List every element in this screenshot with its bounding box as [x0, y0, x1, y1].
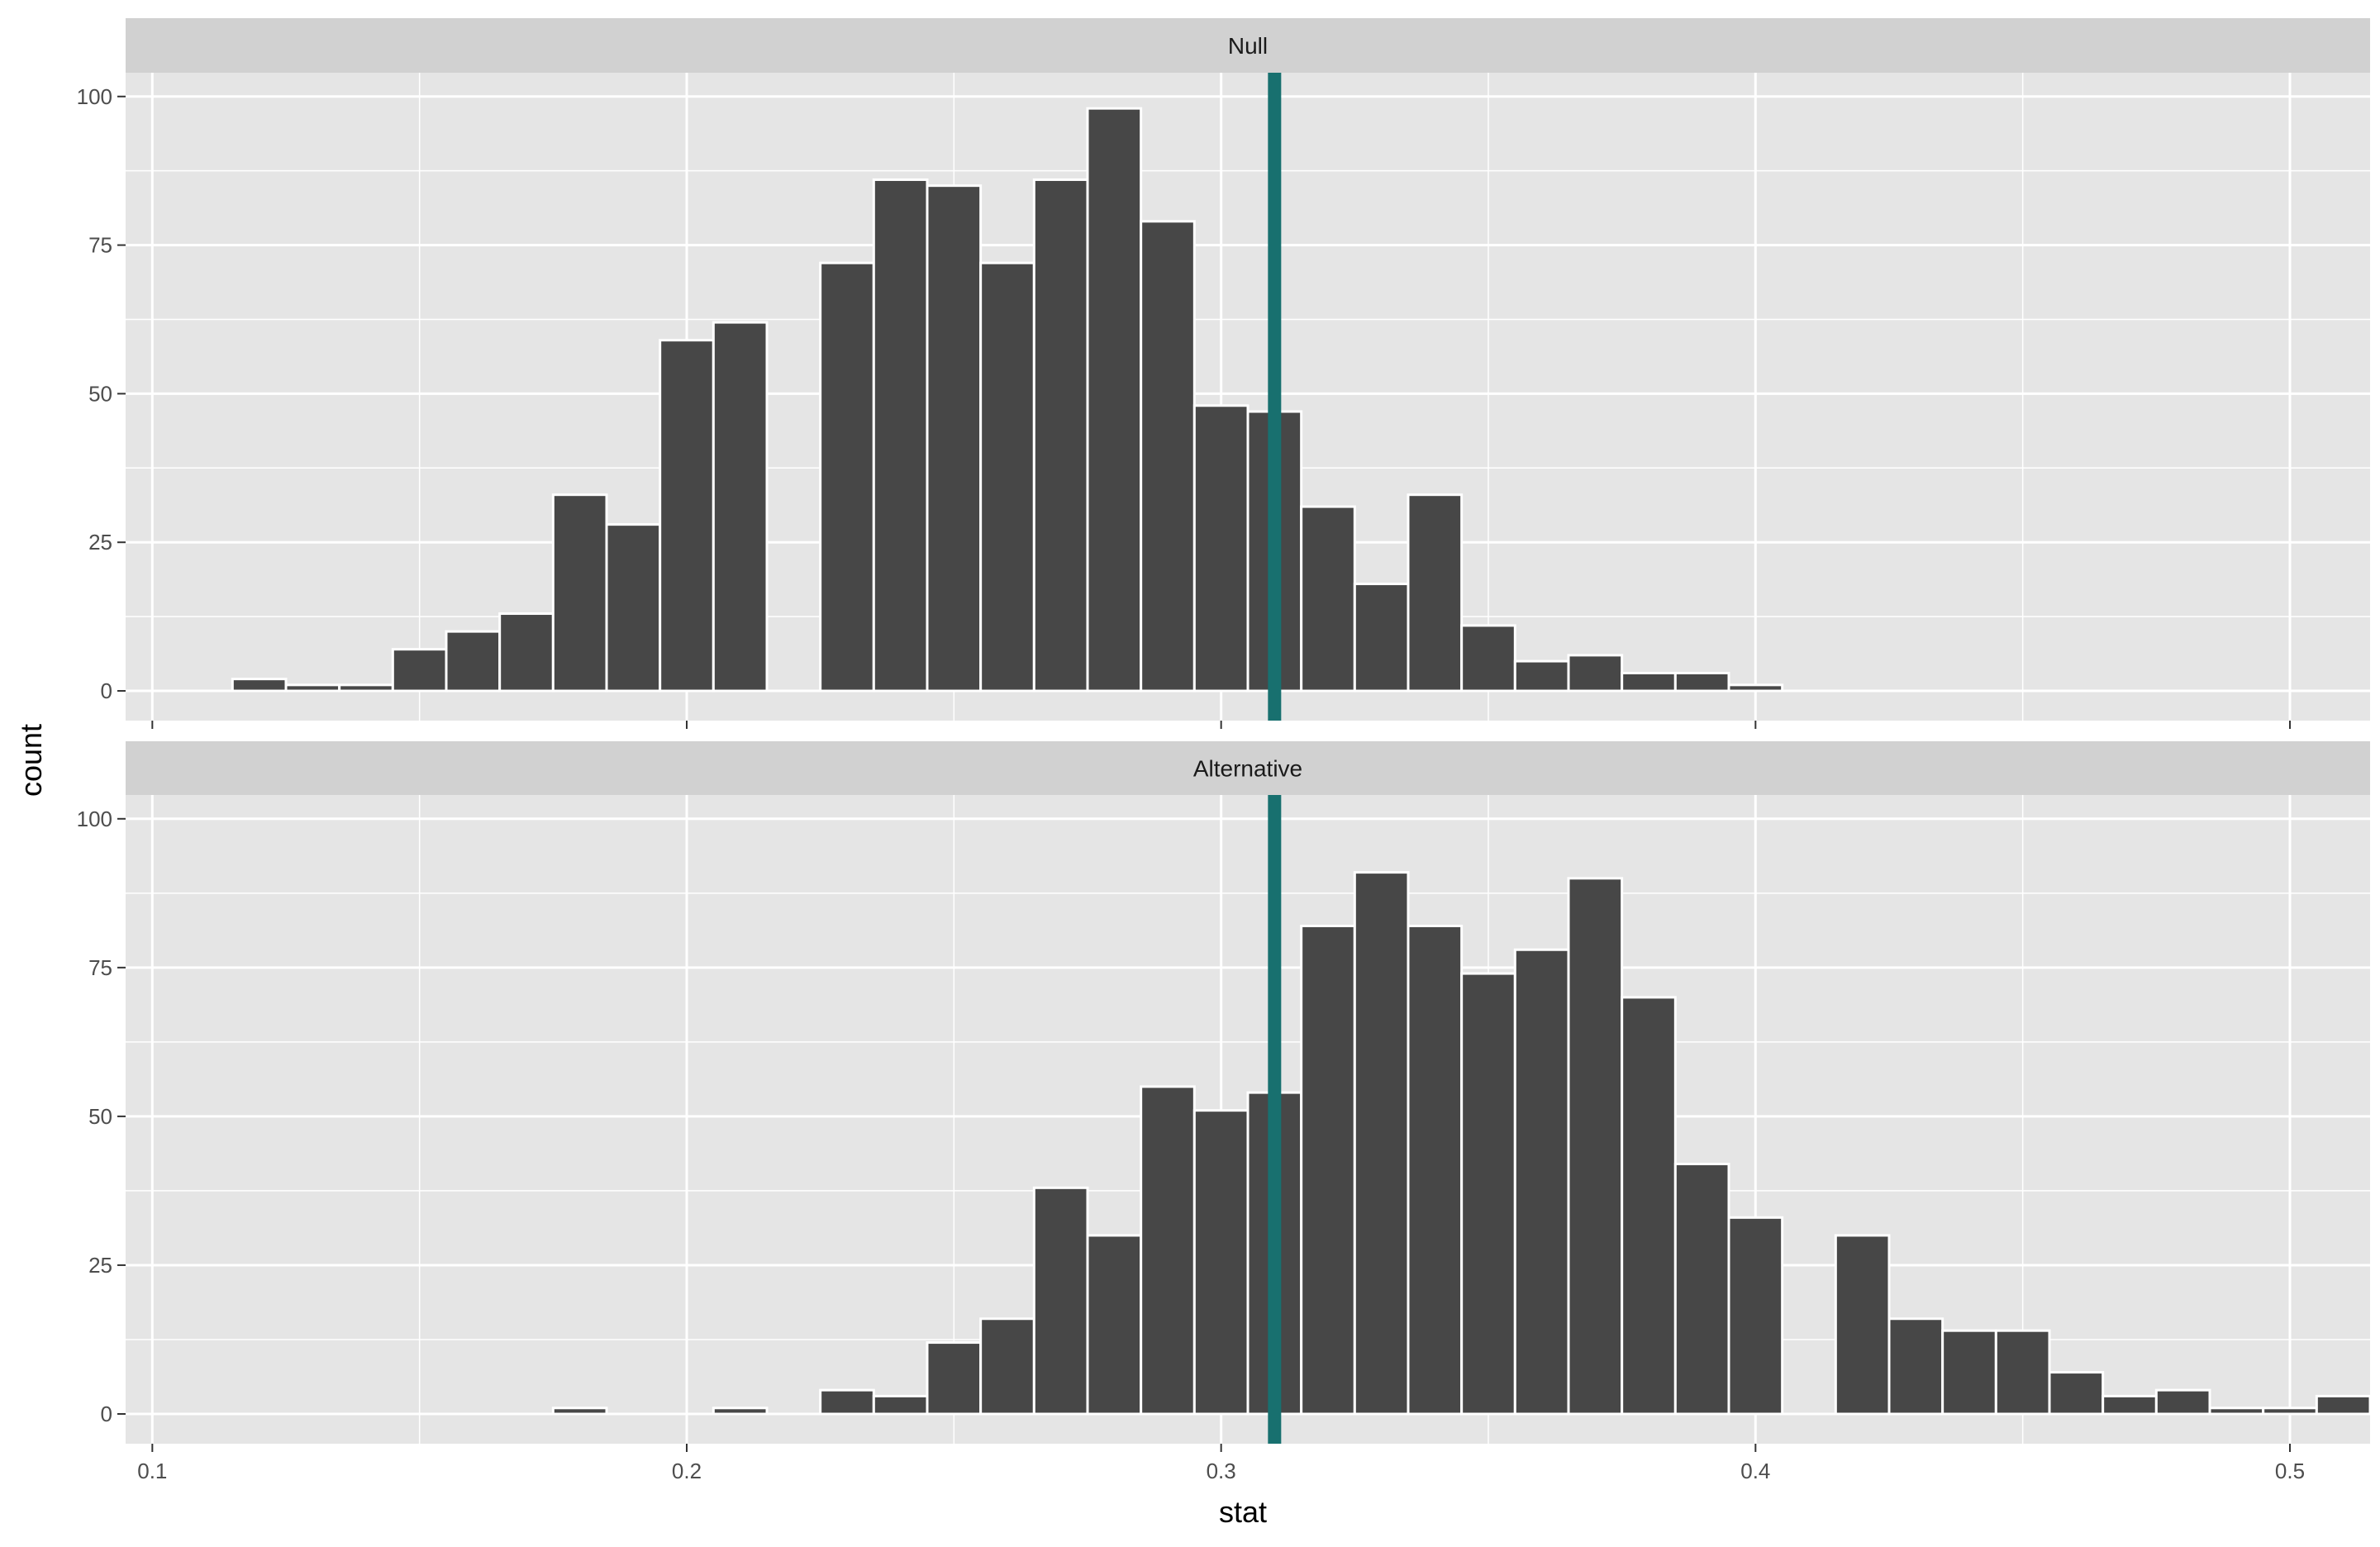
y-tick-label: 50	[88, 381, 112, 406]
histogram-bar	[1353, 583, 1410, 693]
histogram-bar	[1140, 1085, 1196, 1416]
histogram-bar	[2102, 1394, 2158, 1416]
histogram-bar	[284, 683, 341, 693]
histogram-bar	[1300, 505, 1356, 693]
histogram-bar	[926, 1341, 983, 1416]
histogram-bar	[605, 523, 662, 693]
histogram-bar	[1140, 220, 1196, 693]
x-tick-label: 0.3	[1207, 1459, 1236, 1483]
histogram-bar	[2262, 1407, 2318, 1416]
histogram-bar	[819, 261, 875, 693]
histogram-bar	[979, 261, 1035, 693]
y-tick-label: 100	[77, 84, 112, 109]
histogram-bar	[1192, 404, 1250, 693]
histogram-bar	[1621, 996, 1677, 1416]
y-axis-title: count	[14, 724, 48, 797]
facet-strip	[126, 741, 2370, 795]
x-tick-label: 0.5	[2275, 1459, 2305, 1483]
histogram-bar	[1460, 972, 1516, 1416]
histogram-bar	[1407, 924, 1464, 1416]
y-tick-label: 0	[101, 678, 112, 703]
histogram-bar	[1353, 871, 1410, 1416]
y-tick-label: 25	[88, 1253, 112, 1278]
histogram-bar	[1300, 924, 1356, 1416]
y-tick-label: 100	[77, 807, 112, 831]
histogram-bar	[551, 1407, 608, 1416]
y-tick-label: 0	[101, 1402, 112, 1426]
histogram-bar	[819, 1388, 875, 1416]
histogram-bar	[1727, 1216, 1784, 1416]
histogram-bar	[1673, 1163, 1730, 1416]
histogram-bar	[2048, 1371, 2105, 1416]
histogram-bar	[1086, 107, 1143, 693]
histogram-bar	[1567, 877, 1624, 1416]
histogram-bar	[231, 678, 288, 693]
histogram-bar	[1834, 1234, 1891, 1416]
histogram-bar	[659, 339, 715, 693]
x-tick-label: 0.2	[672, 1459, 702, 1483]
histogram-bar	[1086, 1234, 1143, 1416]
histogram-bar	[1727, 683, 1784, 693]
x-tick-label: 0.4	[1740, 1459, 1770, 1483]
y-tick-label: 50	[88, 1104, 112, 1129]
histogram-bar	[1032, 178, 1089, 693]
histogram-bar	[1407, 493, 1464, 693]
x-axis-title: stat	[1219, 1495, 1267, 1529]
histogram-bar	[872, 178, 929, 693]
histogram-bar	[712, 321, 769, 693]
y-tick-label: 25	[88, 530, 112, 555]
histogram-bar	[1994, 1329, 2051, 1416]
histogram-bar	[1941, 1329, 1997, 1416]
histogram-bar	[1032, 1186, 1089, 1416]
histogram-bar	[1673, 671, 1730, 693]
histogram-bar	[551, 493, 608, 693]
histogram-bar	[2154, 1388, 2211, 1416]
histogram-bar	[1887, 1317, 1944, 1416]
histogram-bar	[498, 612, 555, 693]
y-tick-label: 75	[88, 233, 112, 258]
facet-strip-label: Null	[1228, 33, 1268, 59]
histogram-bar	[391, 648, 448, 693]
facet-strip-label: Alternative	[1193, 756, 1302, 782]
histogram-bar	[1621, 671, 1677, 693]
histogram-bar	[338, 683, 394, 693]
facet-strip	[126, 18, 2370, 73]
histogram-bar	[1567, 654, 1624, 693]
histogram-bar	[1192, 1109, 1250, 1416]
histogram-bar	[872, 1394, 929, 1416]
histogram-bar	[2315, 1394, 2372, 1416]
histogram-bar	[979, 1317, 1035, 1416]
histogram-bar	[926, 184, 983, 693]
histogram-bar	[445, 630, 502, 693]
histogram-bar	[712, 1407, 769, 1416]
histogram-bar	[1460, 624, 1516, 693]
y-tick-label: 75	[88, 955, 112, 980]
x-tick-label: 0.1	[137, 1459, 167, 1483]
histogram-bar	[1513, 948, 1570, 1416]
histogram-bar	[1513, 659, 1570, 693]
histogram-bar	[2208, 1407, 2265, 1416]
